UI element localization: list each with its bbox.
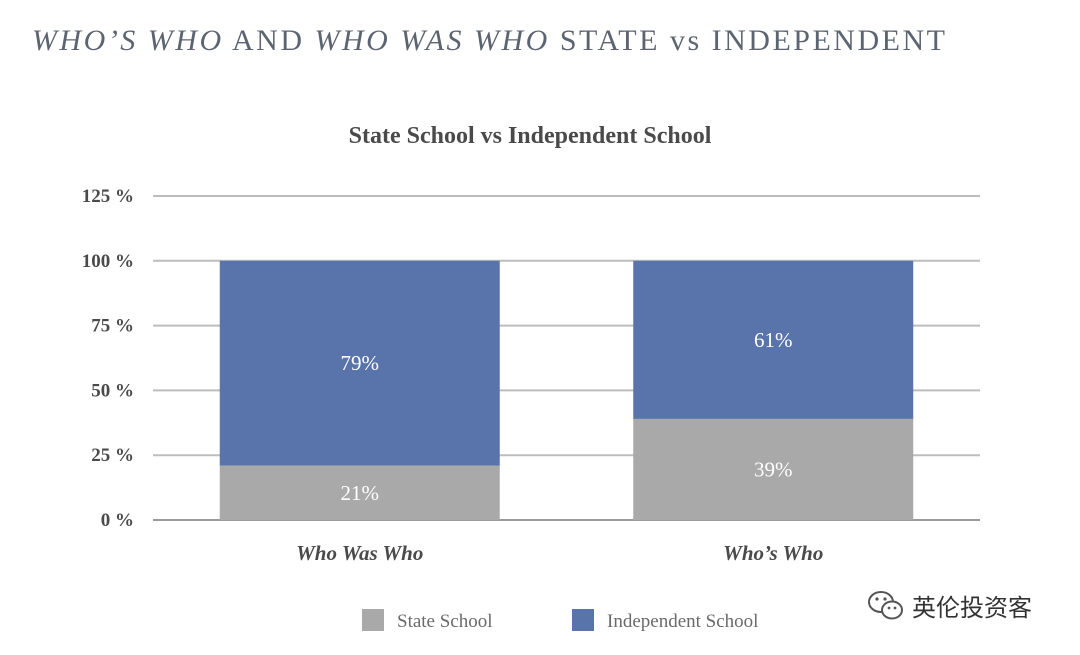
bar-state-school [219, 465, 500, 520]
legend-item-state-school: State School [362, 609, 493, 632]
legend-swatch [572, 609, 594, 631]
title-part-state-vs-independent: STATE vs INDEPENDENT [549, 24, 948, 57]
x-tick-label: Who Was Who [296, 541, 423, 565]
data-label: 21% [341, 481, 380, 505]
title-part-and: AND [223, 24, 315, 57]
bar-independent-school [219, 260, 500, 466]
data-labels: 21% 79% 39% 61% [341, 328, 793, 505]
y-axis-ticks: 0 % 25 % 50 % 75 % 100 % 125 % [82, 186, 134, 531]
x-tick-label: Who’s Who [723, 541, 823, 565]
legend: State School Independent School [362, 609, 758, 632]
y-tick-label: 125 % [82, 186, 134, 207]
page-title: WHO’S WHO AND WHO WAS WHO STATE vs INDEP… [32, 24, 947, 58]
title-part-whos-who: WHO’S WHO [32, 24, 224, 57]
bar-state-school [633, 418, 914, 520]
watermark: 英伦投资客 [866, 588, 1032, 623]
legend-label: State School [397, 611, 493, 632]
wechat-icon [868, 590, 903, 619]
legend-swatch [362, 609, 384, 631]
y-tick-label: 25 % [91, 445, 134, 466]
title-part-who-was-who: WHO WAS WHO [314, 24, 550, 57]
data-label: 79% [341, 351, 380, 375]
y-tick-label: 50 % [91, 380, 134, 401]
bar-independent-school [633, 260, 914, 419]
legend-item-independent-school: Independent School [572, 609, 758, 632]
bars [219, 260, 914, 520]
x-axis-ticks: Who Was Who Who’s Who [296, 541, 823, 565]
y-tick-label: 75 % [91, 316, 134, 337]
data-label: 39% [754, 457, 793, 481]
legend-label: Independent School [607, 611, 758, 632]
data-label: 61% [754, 328, 793, 352]
watermark-text: 英伦投资客 [912, 594, 1032, 622]
y-tick-label: 100 % [82, 251, 134, 272]
chart-title: State School vs Independent School [349, 123, 712, 149]
y-tick-label: 0 % [101, 510, 134, 531]
